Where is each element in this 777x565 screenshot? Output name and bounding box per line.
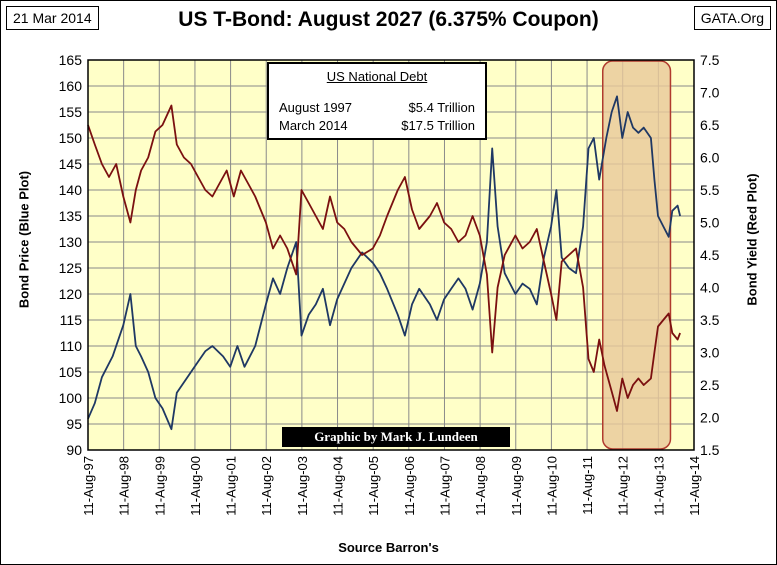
x-axis-label: Source Barron's [338, 540, 439, 555]
x-tick-label: 11-Aug-98 [117, 456, 132, 516]
date-label: 21 Mar 2014 [6, 6, 99, 30]
y-right-tick-label: 3.0 [700, 345, 720, 361]
y-right-tick-label: 2.0 [700, 410, 720, 426]
source-label: GATA.Org [693, 6, 771, 30]
x-tick-label: 11-Aug-02 [259, 456, 274, 516]
y-right-tick-label: 5.5 [700, 182, 720, 198]
y-left-tick-label: 100 [59, 390, 83, 406]
x-tick-label: 11-Aug-11 [580, 456, 595, 515]
chart-title: US T-Bond: August 2027 (6.375% Coupon) [178, 8, 599, 31]
y-right-tick-label: 5.0 [700, 215, 720, 231]
y-right-tick-label: 2.5 [700, 377, 720, 393]
y-right-tick-label: 1.5 [700, 442, 720, 458]
x-tick-label: 11-Aug-07 [437, 456, 452, 516]
x-tick-label: 11-Aug-14 [687, 456, 702, 516]
debt-row-value: $5.4 Trillion [408, 100, 475, 115]
debt-row-value: $17.5 Trillion [401, 118, 475, 133]
y-left-tick-label: 125 [59, 260, 83, 276]
y-left-tick-label: 155 [59, 104, 83, 120]
x-tick-label: 11-Aug-01 [224, 456, 239, 516]
y-right-tick-label: 3.5 [700, 312, 720, 328]
x-tick-label: 11-Aug-05 [366, 456, 381, 516]
series-line-bond-price [87, 95, 681, 431]
y-axis-left-label: Bond Price (Blue Plot) [16, 170, 32, 309]
y-left-tick-label: 110 [60, 338, 83, 354]
debt-row: March 2014 $17.5 Trillion [279, 118, 475, 136]
y-right-tick-label: 6.0 [700, 150, 720, 166]
highlight-region [601, 60, 672, 450]
y-left-tick-label: 95 [66, 416, 82, 432]
x-tick-label: 11-Aug-12 [616, 456, 631, 516]
series-line-bond-yield [87, 104, 681, 412]
y-right-tick-label: 7.0 [700, 85, 720, 101]
y-left-tick-label: 145 [59, 156, 83, 172]
x-tick-label: 11-Aug-97 [81, 456, 96, 516]
credit-label: Graphic by Mark J. Lundeen [282, 427, 510, 447]
x-tick-label: 11-Aug-03 [295, 456, 310, 516]
y-left-tick-label: 165 [59, 52, 83, 68]
y-right-tick-label: 4.0 [700, 280, 720, 296]
y-right-tick-label: 6.5 [700, 117, 720, 133]
y-right-tick-label: 4.5 [700, 247, 720, 263]
y-left-tick-label: 135 [59, 208, 83, 224]
y-left-tick-label: 140 [59, 182, 83, 198]
x-tick-label: 11-Aug-13 [651, 456, 666, 516]
y-left-tick-label: 150 [59, 130, 83, 146]
debt-row-label: August 1997 [279, 100, 353, 115]
x-tick-label: 11-Aug-00 [188, 456, 203, 516]
x-tick-label: 11-Aug-99 [152, 456, 167, 516]
debt-box-title: US National Debt [326, 69, 428, 84]
y-left-tick-label: 115 [60, 312, 83, 328]
x-tick-label: 11-Aug-08 [473, 456, 488, 516]
plot-border [87, 59, 695, 451]
y-left-tick-label: 90 [66, 442, 82, 458]
x-tick-label: 11-Aug-09 [509, 456, 524, 516]
y-left-tick-label: 130 [59, 234, 83, 250]
debt-row: August 1997 $5.4 Trillion [279, 100, 475, 118]
y-right-tick-label: 7.5 [700, 52, 720, 68]
debt-info-box: US National Debt August 1997 $5.4 Trilli… [267, 62, 487, 140]
x-tick-label: 11-Aug-04 [331, 456, 346, 516]
x-tick-label: 11-Aug-10 [544, 456, 559, 516]
debt-row-label: March 2014 [279, 118, 348, 133]
y-left-tick-label: 105 [59, 364, 83, 380]
y-left-tick-label: 120 [59, 286, 83, 302]
y-axis-right-label: Bond Yield (Red Plot) [744, 173, 760, 306]
y-left-tick-label: 160 [59, 78, 83, 94]
x-tick-label: 11-Aug-06 [402, 456, 417, 516]
